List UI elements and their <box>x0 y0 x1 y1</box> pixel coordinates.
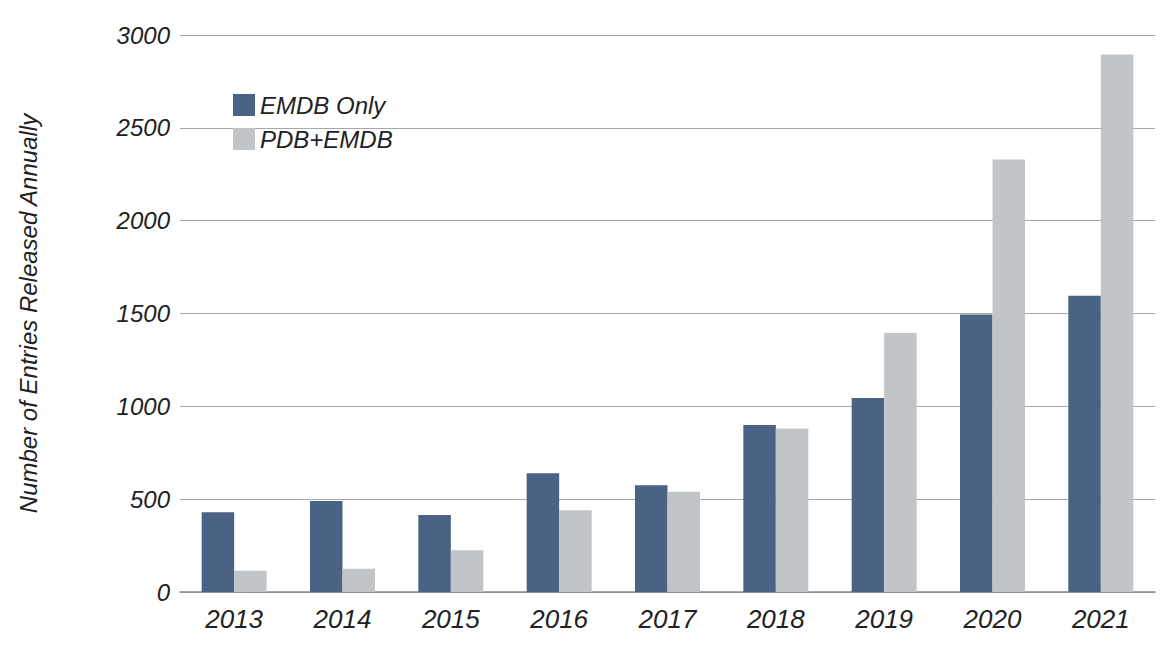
svg-text:500: 500 <box>130 486 171 513</box>
svg-text:2019: 2019 <box>854 604 913 634</box>
svg-text:1500: 1500 <box>117 300 171 327</box>
svg-text:PDB+EMDB: PDB+EMDB <box>260 126 393 153</box>
svg-text:2015: 2015 <box>421 604 480 634</box>
svg-text:2018: 2018 <box>746 604 805 634</box>
svg-text:EMDB Only: EMDB Only <box>260 92 387 119</box>
svg-text:3000: 3000 <box>117 22 171 49</box>
svg-text:2013: 2013 <box>204 604 263 634</box>
svg-text:2016: 2016 <box>529 604 588 634</box>
svg-text:0: 0 <box>157 579 171 606</box>
svg-text:2020: 2020 <box>963 604 1022 634</box>
svg-text:2017: 2017 <box>638 604 698 634</box>
svg-text:1000: 1000 <box>117 393 171 420</box>
svg-text:Number of Entries Released Ann: Number of Entries Released Annually <box>15 112 42 513</box>
svg-text:2014: 2014 <box>313 604 372 634</box>
svg-text:2000: 2000 <box>116 207 171 234</box>
svg-text:2500: 2500 <box>116 114 171 141</box>
svg-text:2021: 2021 <box>1071 604 1130 634</box>
